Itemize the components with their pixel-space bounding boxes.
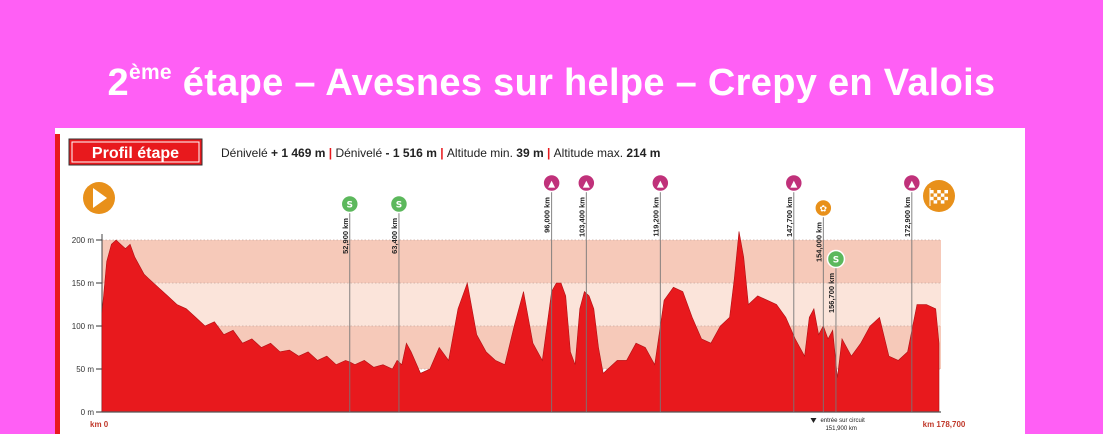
finish-checkered-icon	[923, 180, 955, 212]
stat-sign: +	[271, 146, 281, 160]
stats-separator: |	[544, 146, 554, 160]
circuit-note-line1: entrée sur circuit	[820, 418, 865, 424]
x-end-label: km 178,700	[923, 420, 966, 429]
stage-title: 2ème étape – Avesnes sur helpe – Crepy e…	[0, 62, 1103, 105]
bonus-icon-glyph: ✿	[820, 205, 828, 215]
sprint-icon-glyph: S	[347, 201, 353, 211]
finish-check-cell	[941, 200, 945, 203]
sprint-icon-glyph: S	[396, 201, 402, 211]
finish-check-cell	[941, 193, 945, 196]
stat-value: 1 516 m	[393, 146, 437, 160]
stat-value: 39 m	[516, 146, 543, 160]
climb-icon-glyph: ▲	[790, 180, 797, 190]
marker-km-label: 172,900 km	[903, 197, 912, 237]
finish-check-cell	[937, 197, 941, 200]
profil-etape-badge-label: Profil étape	[92, 145, 179, 162]
climb-icon-glyph: ▲	[657, 180, 664, 190]
marker-km-label: 156,700 km	[827, 273, 836, 313]
finish-check-cell	[944, 197, 948, 200]
y-tick-label: 0 m	[81, 408, 95, 417]
y-tick-label: 50 m	[76, 365, 94, 374]
finish-check-cell	[937, 190, 941, 193]
stat-value: 1 469 m	[281, 146, 325, 160]
marker-km-label: 119,200 km	[651, 197, 660, 237]
climb-icon-glyph: ▲	[908, 180, 915, 190]
stats-separator: |	[437, 146, 447, 160]
finish-check-cell	[934, 193, 938, 196]
stage-number: 2	[108, 62, 129, 104]
stage-route: étape – Avesnes sur helpe – Crepy en Val…	[172, 62, 996, 104]
marker-km-label: 96,000 km	[543, 197, 552, 233]
stats-line: Dénivelé + 1 469 m | Dénivelé - 1 516 m …	[221, 146, 660, 160]
stat-label: Dénivelé	[221, 146, 271, 160]
y-tick-label: 150 m	[72, 279, 95, 288]
finish-check-cell	[930, 190, 934, 193]
stage-number-suffix: ème	[129, 61, 172, 84]
stat-label: Dénivelé	[335, 146, 385, 160]
marker-km-label: 63,400 km	[390, 218, 399, 254]
stat-label: Altitude max.	[554, 146, 627, 160]
stage-profile-card: 0 m 50 m 100 m 150 m 200 m km 0 km 178,700 S 52,…	[55, 128, 1025, 434]
stat-sign: -	[385, 146, 392, 160]
finish-check-cell	[930, 197, 934, 200]
climb-icon-glyph: ▲	[548, 180, 555, 190]
climb-icon-glyph: ▲	[583, 180, 590, 190]
finish-check-cell	[934, 200, 938, 203]
marker-km-label: 147,700 km	[785, 197, 794, 237]
marker-km-label: 103,400 km	[577, 197, 586, 237]
y-tick-label: 100 m	[72, 322, 95, 331]
circuit-arrow-icon	[810, 418, 816, 423]
card-left-stripe	[55, 134, 60, 434]
finish-check-cell	[944, 190, 948, 193]
circuit-note-line2: 151,900 km	[825, 426, 856, 432]
stats-separator: |	[325, 146, 335, 160]
stat-label: Altitude min.	[447, 146, 516, 160]
stat-value: 214 m	[626, 146, 660, 160]
marker-km-label: 52,900 km	[341, 218, 350, 254]
sprint-icon-glyph: S	[833, 256, 839, 266]
stage-profile-chart: 0 m 50 m 100 m 150 m 200 m km 0 km 178,700 S 52,…	[55, 128, 1025, 434]
y-tick-label: 200 m	[72, 236, 95, 245]
marker-km-label: 154,000 km	[814, 222, 823, 262]
x-start-label: km 0	[90, 420, 109, 429]
